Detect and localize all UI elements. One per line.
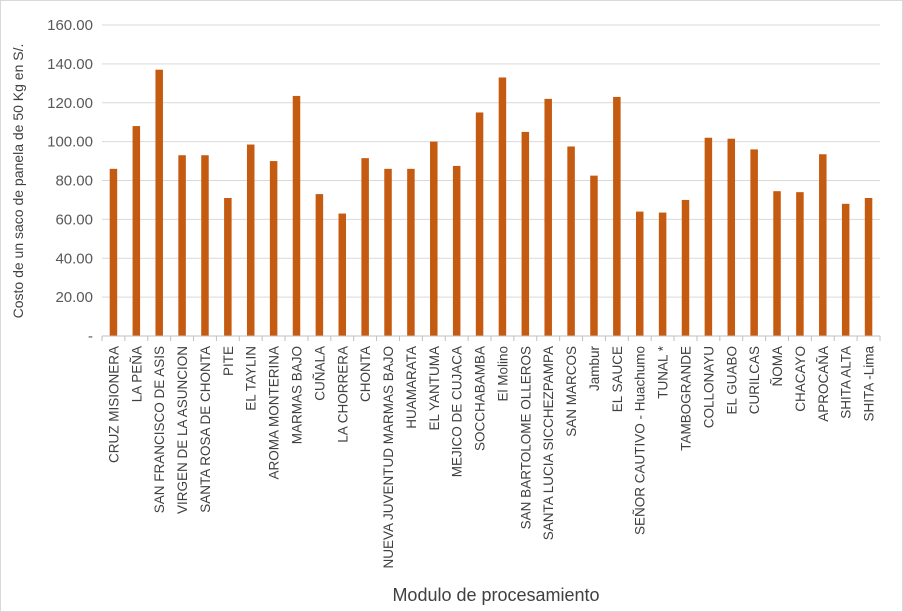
x-tick-label: EL SAUCE [610,346,625,412]
x-tick-label: HUAMARATA [404,346,419,429]
x-tick-label: SHITA -Lima [862,346,877,422]
y-tick-label: 100.00 [47,134,93,151]
bar [819,154,827,336]
x-tick-labels: CRUZ MISIONERA LA PEÑA SAN FRANCISCO DE AS… [106,345,876,568]
bar [315,194,324,336]
y-tick-label: 80.00 [55,173,93,190]
y-tick-label: 160.00 [47,17,93,34]
y-tick-label: 40.00 [55,250,93,267]
y-tick-label: 120.00 [47,95,93,112]
x-tick-label: NUEVA JUVENTUD MARMAS BAJO [381,346,396,569]
bar [773,191,781,336]
x-tick-label: EL GUABO [724,346,739,415]
x-tick-label: SEÑOR CAUTIVO - Huachumo [633,346,648,535]
bar [864,197,873,336]
x-tick-label: CHONTA [358,346,373,402]
bar [613,96,621,336]
y-axis-title: Costo de un saco de panela de 50 Kg en S… [10,44,26,319]
x-tick-label: SHITA ALTA [839,346,854,419]
y-tick-label: 140.00 [47,56,93,73]
x-tick-label: Jambur [587,345,602,391]
x-tick-label: CURILCAS [747,346,762,414]
bar [567,146,575,336]
x-tick-label: LA PEÑA [129,346,144,402]
axes [101,335,881,341]
y-tick-labels: - 20.00 40.00 60.00 80.00 100.00 120.00 140.00 1… [47,17,93,345]
bar [544,98,552,336]
x-tick-label: AROMA MONTERINA [267,346,282,480]
x-tick-label: ÑOMA [770,346,785,387]
x-tick-label: LA CHORRERA [335,346,350,443]
bars [109,69,873,337]
bar [704,137,713,336]
bar [452,165,461,336]
bar [109,168,118,336]
x-tick-label: EL TAYLIN [244,346,259,411]
x-tick-label: SOCCHABAMBA [473,346,488,451]
x-tick-label: SAN FRANCISCO DE ASIS [152,346,167,513]
bar [590,175,598,336]
bar [681,199,690,336]
x-axis-title: Modulo de procesamiento [392,585,599,605]
bar [841,203,850,336]
bar [338,213,347,336]
y-tick-label: 20.00 [55,289,93,306]
bar [178,155,186,336]
gridlines [102,24,880,298]
bar [132,126,141,336]
bar [727,138,736,336]
bar [361,158,369,336]
bar [498,77,507,336]
x-tick-label: MARMAS BAJO [290,346,305,444]
y-tick-label: 60.00 [55,211,93,228]
x-tick-label: PITE [221,346,236,376]
bar [521,131,530,336]
bar [246,144,255,336]
bar [430,141,438,336]
x-tick-label: TAMBOGRANDE [679,346,694,451]
bar [658,212,667,336]
bar [407,168,415,336]
x-tick-label: SAN BARTOLOME OLLEROS [518,346,533,529]
bar [224,197,232,336]
x-tick-label: SANTA LUCIA SICCHEZPAMPA [541,346,556,540]
x-tick-label: COLLONAYU [701,346,716,428]
bar [796,192,804,336]
x-tick-label: SAN MARCOS [564,346,579,437]
x-tick-label: CUÑALA [312,346,327,401]
bar [750,149,758,336]
bar [292,95,301,337]
bar [155,69,163,337]
x-tick-label: EL YANTUMA [427,346,442,431]
bar [475,112,484,336]
x-tick-label: CHACAYO [793,346,808,412]
x-tick-label: SANTA ROSA DE CHONTA [198,346,213,513]
x-tick-label: El Molino [495,346,510,402]
bar [269,161,278,336]
bar [635,211,644,336]
x-tick-label: APROCAÑA [816,346,831,422]
y-tick-label: - [88,328,93,345]
bar [201,155,209,336]
x-tick-label: TUNAL * [656,345,671,399]
x-tick-label: VIRGEN DE LA ASUNCION [175,346,190,514]
bar [384,168,392,336]
x-tick-label: CRUZ MISIONERA [106,346,121,463]
x-tick-label: MEJICO DE CUJACA [450,346,465,477]
